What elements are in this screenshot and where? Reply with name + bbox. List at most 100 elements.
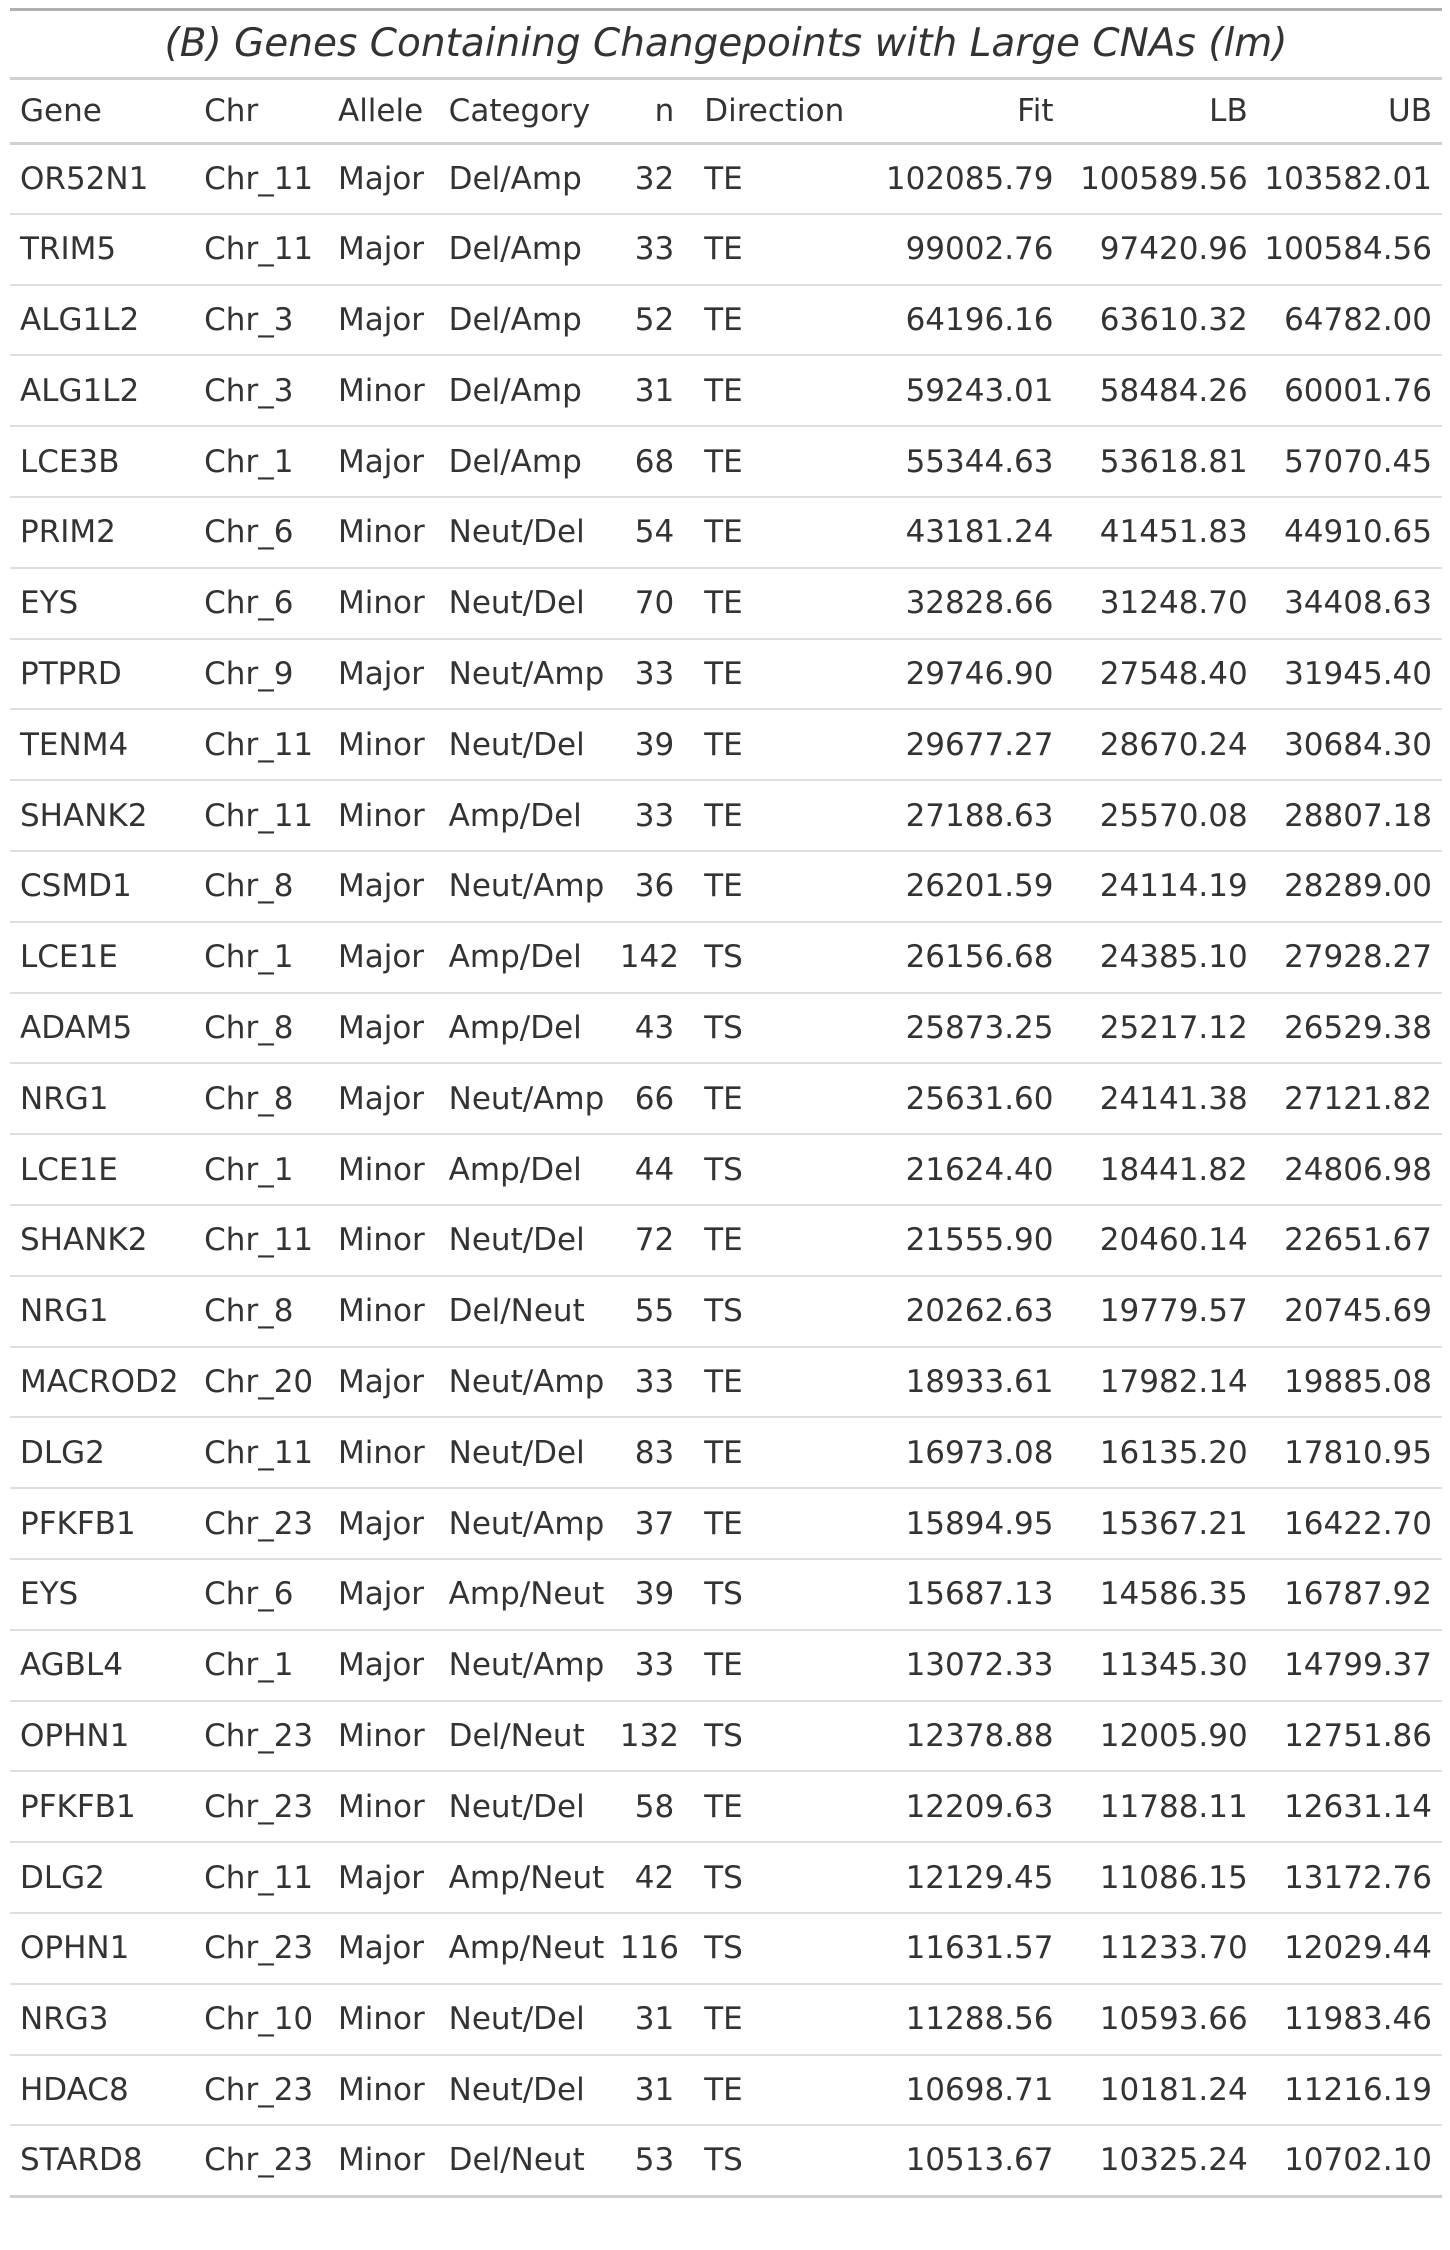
cell-direction: TS (694, 992, 860, 1065)
cell-fit: 12378.88 (859, 1700, 1054, 1773)
table-container: (B) Genes Containing Changepoints with L… (10, 8, 1442, 2198)
cell-category: Neut/Del (438, 1204, 620, 1277)
cell-n: 33 (619, 1346, 695, 1419)
cell-ub: 31945.40 (1247, 638, 1442, 711)
table-row: HDAC8 Chr_23 Minor Neut/Del 31 TE 10698.71 1018… (10, 2054, 1442, 2127)
cell-gene: HDAC8 (10, 2054, 195, 2127)
cell-lb: 18441.82 (1053, 1134, 1248, 1206)
cell-direction: TS (694, 1912, 860, 1985)
cell-allele: Major (327, 213, 439, 286)
cell-category: Neut/Del (438, 1417, 620, 1490)
cell-fit: 11288.56 (859, 1983, 1054, 2056)
table-row: ADAM5 Chr_8 Major Amp/Del 43 TS 25873.25 25217.… (10, 992, 1442, 1065)
cell-chr: Chr_23 (194, 2054, 328, 2127)
cell-category: Neut/Amp (438, 638, 620, 711)
table-row: TRIM5 Chr_11 Major Del/Amp 33 TE 99002.76 97420… (10, 213, 1442, 286)
cell-direction: TE (694, 213, 860, 286)
cell-category: Neut/Del (438, 567, 620, 640)
table-row: DLG2 Chr_11 Major Amp/Neut 42 TS 12129.45 11086… (10, 1842, 1442, 1914)
cell-ub: 13172.76 (1247, 1842, 1442, 1914)
cell-fit: 15687.13 (859, 1558, 1054, 1631)
cell-ub: 17810.95 (1247, 1417, 1442, 1490)
cell-category: Neut/Del (438, 1771, 620, 1844)
cell-direction: TS (694, 1842, 860, 1914)
cell-fit: 10513.67 (859, 2125, 1054, 2198)
cell-direction: TE (694, 1417, 860, 1490)
cell-chr: Chr_8 (194, 1063, 328, 1136)
table-row: CSMD1 Chr_8 Major Neut/Amp 36 TE 26201.59 24114… (10, 850, 1442, 923)
cell-ub: 24806.98 (1247, 1134, 1442, 1206)
cell-fit: 12129.45 (859, 1842, 1054, 1914)
cell-n: 55 (619, 1275, 695, 1348)
cell-direction: TE (694, 426, 860, 498)
cell-ub: 12029.44 (1247, 1912, 1442, 1985)
cell-n: 33 (619, 780, 695, 852)
cell-fit: 25631.60 (859, 1063, 1054, 1136)
cell-direction: TE (694, 709, 860, 782)
top-rule (10, 8, 1442, 11)
table-row: ALG1L2 Chr_3 Minor Del/Amp 31 TE 59243.01 58484… (10, 355, 1442, 428)
cell-gene: NRG1 (10, 1275, 195, 1348)
table-row: LCE3B Chr_1 Major Del/Amp 68 TE 55344.63 53618.… (10, 426, 1442, 498)
cell-lb: 24114.19 (1053, 850, 1248, 923)
cell-direction: TE (694, 2054, 860, 2127)
cell-category: Amp/Neut (438, 1912, 620, 1985)
cell-chr: Chr_11 (194, 213, 328, 286)
cell-ub: 22651.67 (1247, 1204, 1442, 1277)
cell-allele: Major (327, 426, 439, 498)
cell-category: Del/Amp (438, 284, 620, 357)
cell-lb: 63610.32 (1053, 284, 1248, 357)
table-row: NRG1 Chr_8 Major Neut/Amp 66 TE 25631.60 24141.… (10, 1063, 1442, 1136)
cell-chr: Chr_11 (194, 1842, 328, 1914)
cell-lb: 31248.70 (1053, 567, 1248, 640)
cell-ub: 16422.70 (1247, 1488, 1442, 1560)
table-row: TENM4 Chr_11 Minor Neut/Del 39 TE 29677.27 2867… (10, 709, 1442, 782)
cell-direction: TS (694, 2125, 860, 2198)
cell-chr: Chr_3 (194, 355, 328, 428)
column-header-lb: LB (1053, 80, 1248, 145)
table-row: PTPRD Chr_9 Major Neut/Amp 33 TE 29746.90 27548… (10, 638, 1442, 711)
cell-lb: 28670.24 (1053, 709, 1248, 782)
table-row: AGBL4 Chr_1 Major Neut/Amp 33 TE 13072.33 11345… (10, 1629, 1442, 1702)
table-row: DLG2 Chr_11 Minor Neut/Del 83 TE 16973.08 16135… (10, 1417, 1442, 1490)
cell-chr: Chr_6 (194, 567, 328, 640)
cell-allele: Major (327, 284, 439, 357)
cell-lb: 16135.20 (1053, 1417, 1248, 1490)
cell-ub: 30684.30 (1247, 709, 1442, 782)
cell-category: Del/Amp (438, 355, 620, 428)
cell-allele: Minor (327, 355, 439, 428)
cell-gene: TRIM5 (10, 213, 195, 286)
cell-lb: 25217.12 (1053, 992, 1248, 1065)
cell-fit: 59243.01 (859, 355, 1054, 428)
cell-fit: 99002.76 (859, 213, 1054, 286)
cell-fit: 55344.63 (859, 426, 1054, 498)
cell-fit: 16973.08 (859, 1417, 1054, 1490)
cell-allele: Major (327, 921, 439, 994)
cell-allele: Minor (327, 1700, 439, 1773)
cell-n: 70 (619, 567, 695, 640)
cell-gene: EYS (10, 567, 195, 640)
column-header-ub: UB (1247, 80, 1442, 145)
cell-lb: 100589.56 (1053, 143, 1248, 215)
cell-category: Neut/Amp (438, 1346, 620, 1419)
cell-lb: 15367.21 (1053, 1488, 1248, 1560)
cell-category: Del/Neut (438, 1700, 620, 1773)
cell-lb: 14586.35 (1053, 1558, 1248, 1631)
cell-category: Neut/Amp (438, 1629, 620, 1702)
cell-allele: Minor (327, 1204, 439, 1277)
cell-direction: TS (694, 1275, 860, 1348)
cell-chr: Chr_23 (194, 1771, 328, 1844)
cell-category: Amp/Neut (438, 1842, 620, 1914)
cell-ub: 57070.45 (1247, 426, 1442, 498)
cell-direction: TE (694, 567, 860, 640)
table-row: PFKFB1 Chr_23 Major Neut/Amp 37 TE 15894.95 153… (10, 1488, 1442, 1560)
cell-category: Amp/Neut (438, 1558, 620, 1631)
table-row: PFKFB1 Chr_23 Minor Neut/Del 58 TE 12209.63 117… (10, 1771, 1442, 1844)
cell-chr: Chr_11 (194, 780, 328, 852)
cell-ub: 20745.69 (1247, 1275, 1442, 1348)
cell-lb: 27548.40 (1053, 638, 1248, 711)
column-header-allele: Allele (327, 80, 439, 145)
cell-gene: STARD8 (10, 2125, 195, 2198)
cell-category: Del/Amp (438, 213, 620, 286)
cell-gene: PRIM2 (10, 496, 195, 569)
